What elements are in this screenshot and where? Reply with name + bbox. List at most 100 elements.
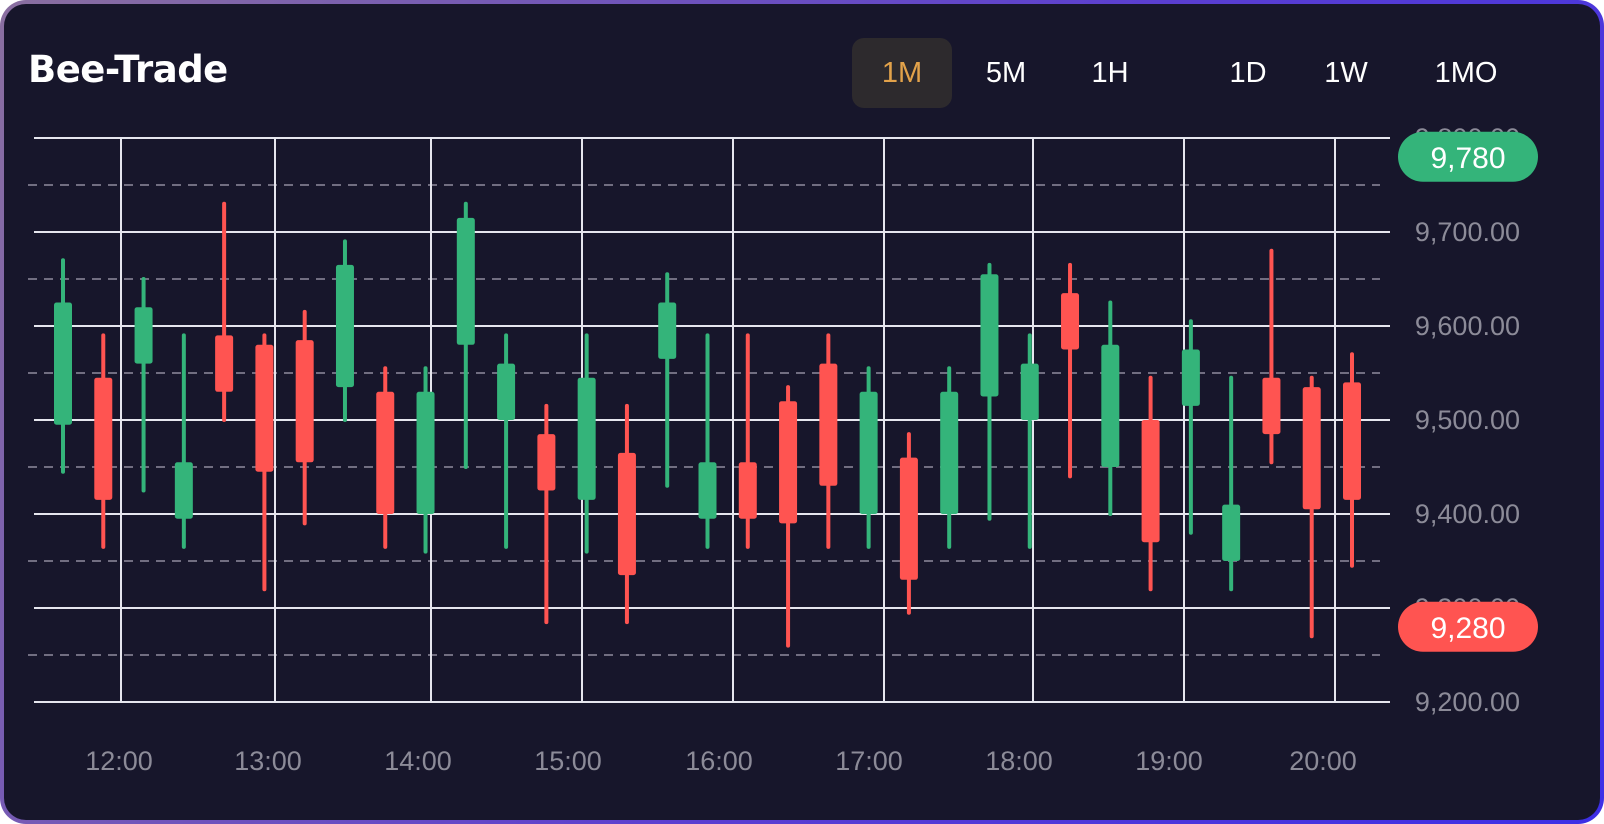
candle [215, 201, 234, 422]
x-axis: 12:00 13:00 14:00 15:00 16:00 17:00 18:00 19:00… [85, 746, 1357, 776]
y-tick-label: 9,600.00 [1415, 311, 1520, 341]
candle-body [658, 302, 677, 359]
candle-body [1020, 363, 1039, 420]
candle-body [1343, 382, 1361, 500]
candle [376, 366, 395, 549]
timeframe-1d-button[interactable]: 1D [1229, 56, 1267, 89]
price-badge-up: 9,780 [1398, 131, 1538, 182]
candle-body [738, 462, 757, 519]
candle-body [1222, 504, 1241, 561]
x-tick-label: 13:00 [234, 746, 302, 776]
x-tick-label: 12:00 [85, 746, 153, 776]
candle-body [1262, 377, 1281, 435]
y-tick-label: 9,400.00 [1415, 499, 1520, 529]
candle [658, 272, 677, 488]
candle [940, 366, 959, 549]
timeframe-1h-button[interactable]: 1H [1091, 56, 1129, 89]
candle-body [899, 457, 918, 580]
candle-body [497, 363, 516, 420]
candle-body [1302, 387, 1321, 510]
candle-body [215, 335, 234, 392]
candle [1222, 375, 1241, 592]
candle-body [1101, 344, 1120, 467]
candle-body [537, 434, 556, 491]
candle [537, 403, 556, 625]
candle [255, 333, 274, 592]
candle-body [859, 391, 878, 514]
x-tick-label: 19:00 [1135, 746, 1203, 776]
candle-body [174, 462, 193, 519]
candle [899, 432, 918, 615]
candle-body [1061, 293, 1080, 350]
price-badge-pill [1398, 131, 1538, 182]
candle [94, 333, 113, 549]
candle-body [577, 377, 596, 500]
candle [1181, 319, 1200, 535]
timeframe-1w-button[interactable]: 1W [1324, 56, 1368, 89]
timeframe-1mo-button[interactable]: 1MO [1434, 56, 1498, 89]
candle [295, 309, 314, 526]
candle-body [94, 377, 113, 500]
chart-card: Bee-Trade 1M 5M 1H 1D 1W 1MO 9,800.009,7… [4, 4, 1600, 820]
candle [617, 403, 636, 625]
app-title: Bee-Trade [28, 48, 228, 91]
candle-body [940, 391, 959, 514]
price-badge-label: 9,780 [1430, 142, 1505, 175]
x-tick-label: 14:00 [384, 746, 452, 776]
candle-body [54, 302, 72, 425]
chart-grid [28, 137, 1390, 703]
candle-body [1181, 349, 1200, 406]
candle [779, 385, 798, 648]
x-tick-label: 20:00 [1289, 746, 1357, 776]
timeframe-5m-button[interactable]: 5M [985, 56, 1027, 89]
candle [416, 366, 435, 554]
candle [819, 333, 838, 549]
candle [980, 262, 999, 521]
price-badge-pill [1398, 601, 1538, 652]
candle [1141, 375, 1160, 592]
candle-body [698, 462, 717, 519]
candle-body [617, 452, 636, 576]
y-tick-label: 9,500.00 [1415, 405, 1520, 435]
x-tick-label: 18:00 [985, 746, 1053, 776]
candle-body [134, 307, 153, 364]
price-badge-down: 9,280 [1398, 601, 1538, 652]
candle-body [295, 340, 314, 463]
candle [497, 333, 516, 549]
candle [1343, 352, 1361, 568]
candle [577, 333, 596, 554]
candle [456, 201, 475, 469]
candle [1020, 333, 1039, 549]
candle [738, 333, 757, 549]
candle [1302, 375, 1321, 639]
candle-body [456, 217, 475, 345]
candle-body [779, 401, 798, 524]
candle [174, 333, 193, 549]
candle [335, 239, 354, 422]
candle [1101, 300, 1120, 516]
x-tick-label: 15:00 [534, 746, 602, 776]
candle [134, 277, 153, 493]
candle-body [255, 344, 274, 472]
candle-body [335, 264, 354, 388]
candle-body [980, 274, 999, 397]
candle [1262, 248, 1281, 465]
price-badge-label: 9,280 [1430, 612, 1505, 645]
x-tick-label: 16:00 [685, 746, 753, 776]
candle-body [819, 363, 838, 486]
x-tick-label: 17:00 [835, 746, 903, 776]
candle [1061, 262, 1080, 479]
y-tick-label: 9,200.00 [1415, 687, 1520, 717]
candle-body [1141, 420, 1160, 543]
y-tick-label: 9,700.00 [1415, 217, 1520, 247]
candle [698, 333, 717, 549]
candle [859, 366, 878, 549]
timeframe-1m-button[interactable]: 1M [852, 38, 952, 108]
price-badges: 9,780 9,280 [1398, 131, 1538, 652]
candles [54, 201, 1361, 648]
candle-body [416, 391, 435, 514]
candle [54, 258, 72, 474]
candlestick-chart: 9,800.009,700.009,600.009,500.009,400.00… [28, 123, 1538, 776]
candle-body [376, 391, 395, 514]
